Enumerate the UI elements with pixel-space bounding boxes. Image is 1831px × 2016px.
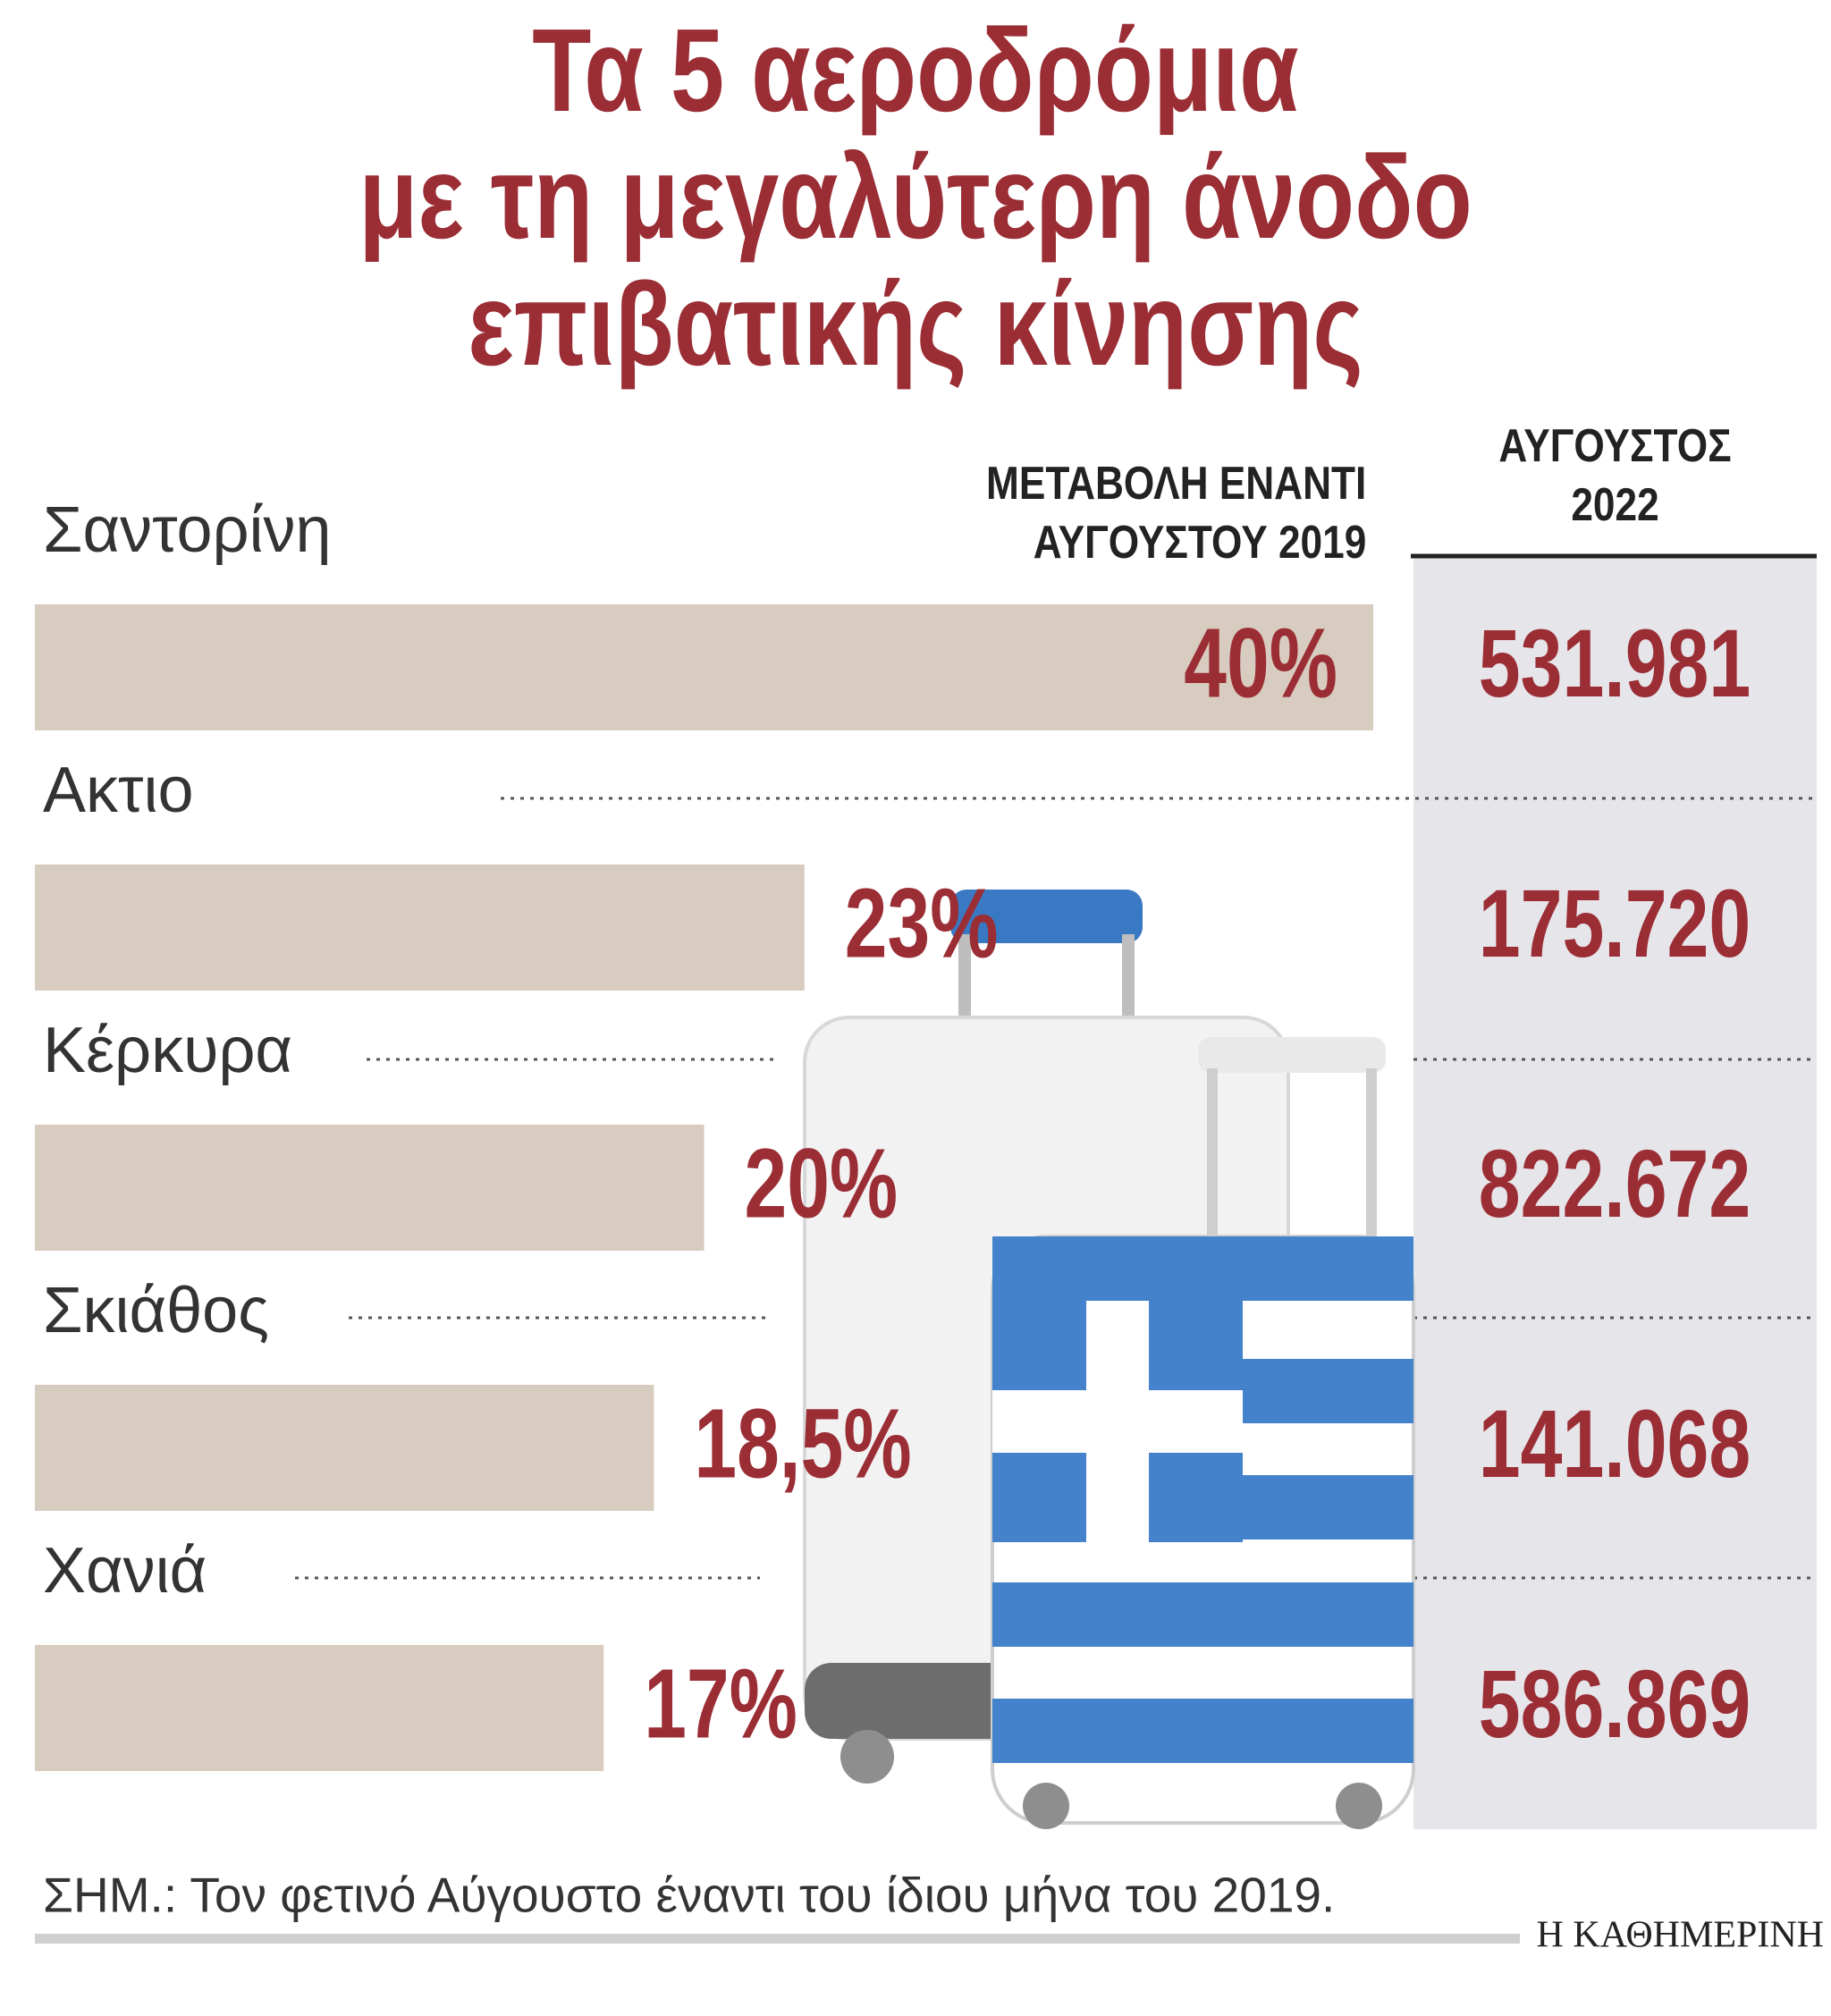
footer-rule — [35, 1934, 1520, 1944]
table-value: 531.981 — [1479, 609, 1751, 718]
chart-title: Τα 5 αεροδρόμια με τη μεγαλύτερη άνοδο ε… — [359, 4, 1472, 390]
value-label: 17% — [644, 1649, 797, 1759]
category-label: Σκιάθος — [43, 1275, 269, 1346]
category-label: Κέρκυρα — [43, 1015, 292, 1086]
bar — [35, 865, 805, 991]
bar — [35, 604, 1373, 730]
table-value: 141.068 — [1479, 1389, 1751, 1498]
note: ΣΗΜ.: Τον φετινό Αύγουστο έναντι του ίδι… — [43, 1868, 1335, 1923]
bar — [35, 1385, 654, 1511]
table-column-bg — [1413, 556, 1817, 1829]
suitcase-illustration — [803, 890, 1415, 1829]
table-header: ΑΥΓΟΥΣΤΟΣ 2022 — [1498, 420, 1732, 531]
value-label: 40% — [1184, 608, 1337, 718]
table-value: 586.869 — [1479, 1649, 1751, 1759]
table-value: 175.720 — [1479, 869, 1751, 978]
category-label: Χανιά — [43, 1535, 207, 1607]
source: Η ΚΑΘΗΜΕΡΙΝΗ — [1537, 1915, 1824, 1956]
value-label: 18,5% — [694, 1388, 911, 1498]
value-header: ΜΕΤΑΒΟΛΗ ΕΝΑΝΤΙ ΑΥΓΟΥΣΤΟΥ 2019 — [985, 458, 1366, 569]
table-value: 822.672 — [1479, 1129, 1751, 1238]
bar — [35, 1645, 604, 1771]
category-label: Ακτιο — [43, 755, 194, 826]
value-label: 23% — [845, 868, 999, 978]
value-label: 20% — [745, 1128, 899, 1238]
category-label: Σαντορίνη — [43, 494, 332, 566]
row-separators — [295, 797, 1817, 1580]
bar — [35, 1125, 705, 1251]
